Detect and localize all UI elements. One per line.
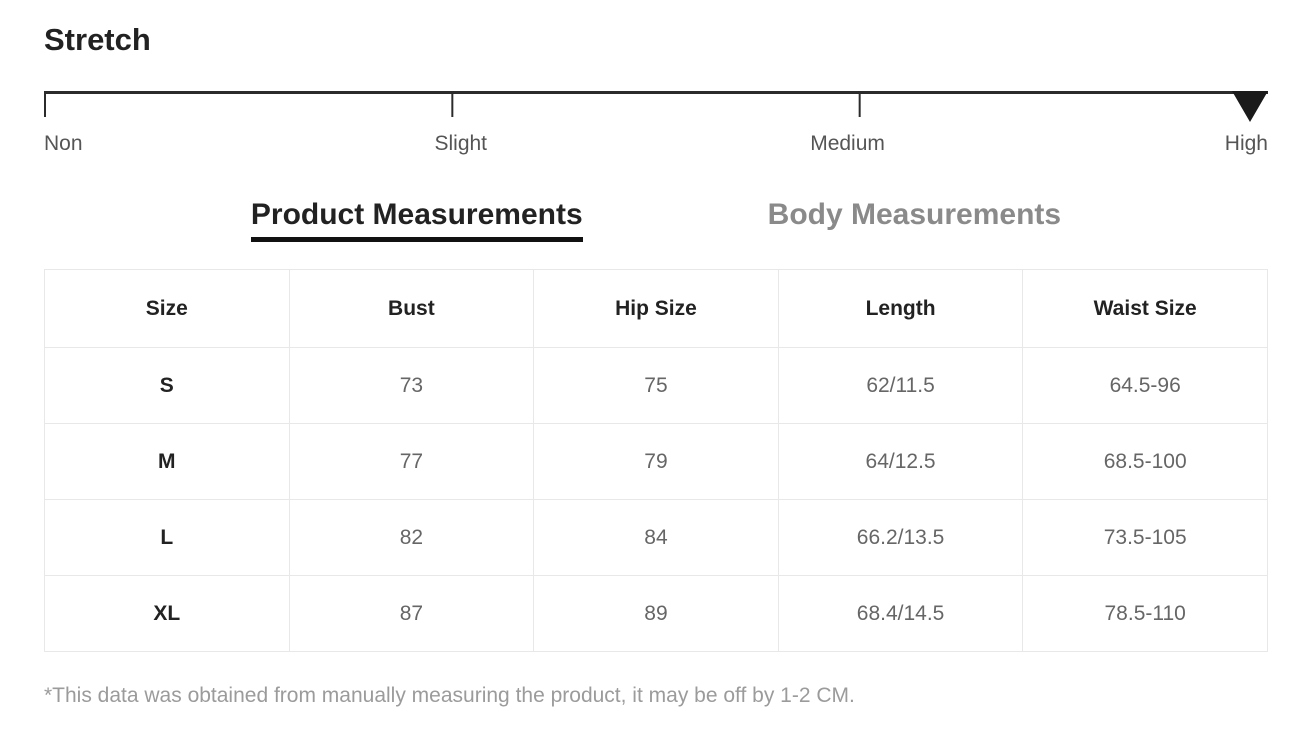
measurements-table: Size Bust Hip Size Length Waist Size S 73 75 62…: [44, 269, 1268, 652]
value-cell: 68.5-100: [1022, 423, 1268, 500]
table-body: S 73 75 62/11.5 64.5-96 M 77 79 64/12.5 68.5-100 L…: [44, 347, 1268, 652]
table-row: M 77 79 64/12.5 68.5-100: [44, 423, 1268, 500]
value-cell: 73: [288, 347, 535, 424]
size-cell: L: [44, 499, 290, 576]
table-row: S 73 75 62/11.5 64.5-96: [44, 347, 1268, 424]
tab-body-measurements[interactable]: Body Measurements: [767, 198, 1062, 231]
value-cell: 89: [533, 575, 779, 652]
stretch-section-title: Stretch: [44, 22, 151, 57]
table-row: L 82 84 66.2/13.5 73.5-105: [44, 499, 1268, 576]
column-header: Hip Size: [533, 269, 779, 348]
scale-label-medium: Medium: [810, 132, 885, 155]
column-header: Waist Size: [1022, 269, 1268, 348]
scale-marker-triangle-icon: [1232, 91, 1268, 122]
measurement-tabs: Product Measurements Body Measurements: [44, 198, 1268, 242]
scale-tick: [44, 91, 46, 117]
scale-label-high: High: [1224, 132, 1268, 155]
stretch-scale-track: [44, 91, 1268, 122]
value-cell: 77: [288, 423, 535, 500]
column-header: Size: [44, 269, 290, 348]
stretch-scale: Non Slight Medium High: [44, 91, 1268, 160]
scale-label-slight: Slight: [434, 132, 488, 155]
value-cell: 79: [533, 423, 779, 500]
measurement-disclaimer: *This data was obtained from manually me…: [44, 684, 855, 707]
value-cell: 66.2/13.5: [777, 499, 1024, 576]
scale-label-non: Non: [44, 132, 83, 155]
value-cell: 73.5-105: [1022, 499, 1268, 576]
table-header-row: Size Bust Hip Size Length Waist Size: [44, 269, 1268, 348]
size-cell: S: [44, 347, 290, 424]
value-cell: 84: [533, 499, 779, 576]
value-cell: 87: [288, 575, 535, 652]
size-cell: XL: [44, 575, 290, 652]
stretch-scale-labels: Non Slight Medium High: [44, 132, 1268, 160]
value-cell: 78.5-110: [1022, 575, 1268, 652]
tab-product-measurements[interactable]: Product Measurements: [250, 198, 583, 242]
scale-tick: [858, 91, 861, 117]
value-cell: 64.5-96: [1022, 347, 1268, 424]
column-header: Length: [777, 269, 1024, 348]
size-cell: M: [44, 423, 290, 500]
column-header: Bust: [288, 269, 535, 348]
value-cell: 75: [533, 347, 779, 424]
scale-tick: [451, 91, 454, 117]
value-cell: 68.4/14.5: [777, 575, 1024, 652]
table-row: XL 87 89 68.4/14.5 78.5-110: [44, 575, 1268, 652]
value-cell: 62/11.5: [777, 347, 1024, 424]
value-cell: 64/12.5: [777, 423, 1024, 500]
value-cell: 82: [288, 499, 535, 576]
